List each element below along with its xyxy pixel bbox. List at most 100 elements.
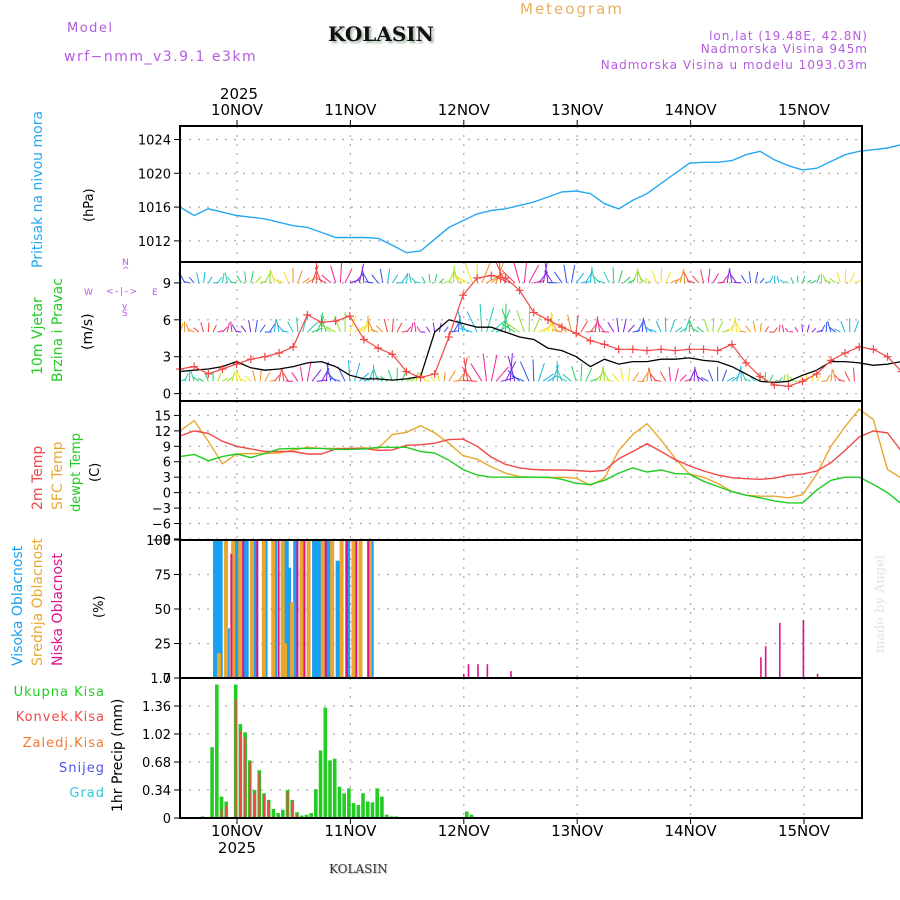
wind-barb <box>599 366 604 382</box>
bottom-date-label: 10NOV <box>211 822 264 840</box>
wind-barb <box>689 320 695 333</box>
low-cloud-bar <box>486 664 489 678</box>
wind-barb <box>854 280 862 284</box>
wind-barb <box>557 375 568 382</box>
wind-barb <box>185 323 190 333</box>
low-cloud-bar <box>802 620 805 678</box>
wind-gust-marker <box>204 369 213 378</box>
wind-gust-marker <box>727 340 736 349</box>
location-coords: lon,lat (19.48E, 42.8N) <box>709 29 868 43</box>
wind-barb <box>273 319 277 333</box>
total-precip-bar <box>309 813 313 818</box>
wind-barb <box>570 265 576 284</box>
wind-barb <box>659 371 667 382</box>
wind-barb <box>519 361 530 382</box>
wind-barb <box>434 274 438 284</box>
wind-barb <box>321 274 332 284</box>
wind-barb <box>361 271 370 284</box>
wind-barb <box>807 279 812 284</box>
mid-cloud-bar <box>216 653 221 678</box>
wind-barb <box>644 325 653 333</box>
top-date-label: 12NOV <box>438 101 491 119</box>
wind-barb <box>443 371 446 382</box>
conv-precip-bar <box>267 801 270 818</box>
y-tick-label: 1016 <box>138 201 171 216</box>
wind-barb <box>641 317 644 333</box>
wind-gust-marker <box>869 345 878 354</box>
y-tick-label: 1.36 <box>142 700 171 715</box>
mid-cloud-bar <box>351 540 356 678</box>
wind-barb <box>639 278 648 284</box>
y-tick-label: 0 <box>163 672 171 687</box>
wind-barb <box>773 275 776 283</box>
wind-barb <box>259 368 262 382</box>
compass-rose: N ^ W <–|–> E v S <box>84 258 164 330</box>
wind-barb <box>580 363 583 382</box>
wind-barb <box>320 315 327 333</box>
wind-barb <box>670 319 675 333</box>
y-tick-label: 0 <box>163 812 171 827</box>
wind-barb <box>500 377 516 382</box>
wind-barb <box>769 276 774 284</box>
wind-barb <box>542 373 554 382</box>
wind-barb <box>450 273 464 284</box>
wind-barb <box>824 279 832 284</box>
wind-barb <box>270 271 275 284</box>
wind-barb <box>688 370 695 382</box>
wind-barb <box>479 303 483 333</box>
wind-barb <box>361 266 365 283</box>
wind-barb <box>273 374 281 382</box>
wind-gust-marker <box>798 377 807 386</box>
wind-barb <box>244 375 252 382</box>
wind-barb <box>585 330 595 333</box>
wind-barb <box>226 322 230 333</box>
wind-barb <box>370 328 379 333</box>
wind-gust-marker <box>883 352 892 361</box>
wind-gust-marker <box>543 315 552 324</box>
wind-barb <box>212 324 217 333</box>
wind-barb <box>759 323 762 333</box>
wind-barb <box>411 277 417 284</box>
y-tick-label: 0.68 <box>142 756 171 771</box>
wind-barb <box>700 377 709 382</box>
wind-barb <box>459 327 473 333</box>
wind-barb <box>802 275 806 284</box>
wind-barb <box>415 281 421 284</box>
wind-barb <box>462 357 468 382</box>
legend-convective-rain: Konvek.Kisa <box>15 710 105 725</box>
wind-barb <box>783 374 786 382</box>
wind-barb <box>224 272 228 283</box>
wind-barb <box>379 268 384 284</box>
wind-barb <box>544 270 554 284</box>
wind-gust-marker <box>359 335 368 344</box>
wind-barb <box>789 376 794 382</box>
wind-barb <box>414 322 417 333</box>
wind-gust-marker <box>756 372 765 381</box>
high-cloud-bar <box>335 560 341 678</box>
wind-barb <box>302 277 311 284</box>
wind-barb <box>567 314 572 333</box>
wind-barb <box>269 269 272 283</box>
wind-barb <box>580 320 589 333</box>
wind-gust-marker <box>487 271 496 280</box>
compass-arrow-down-icon: v <box>122 302 128 312</box>
wind-barb <box>789 330 794 333</box>
wind-barb <box>829 327 836 333</box>
total-precip-bar <box>219 796 224 818</box>
conv-precip-bar <box>225 805 228 818</box>
wind-barb <box>235 369 238 382</box>
conv-precip-bar <box>291 801 294 818</box>
station-title: KOLASIN <box>328 22 434 46</box>
footer-station: KOLASIN <box>329 862 388 876</box>
wind-barb <box>533 315 542 333</box>
mid-cloud-bar <box>231 540 236 678</box>
wind-barb <box>612 373 620 382</box>
wind-barb <box>571 365 577 382</box>
wind-barb <box>193 376 200 382</box>
y-tick-label: 0.34 <box>142 784 171 799</box>
wind-barb <box>740 275 747 284</box>
wind-barb <box>784 280 789 284</box>
wind-barb <box>836 272 841 284</box>
wind-barb <box>580 281 590 284</box>
